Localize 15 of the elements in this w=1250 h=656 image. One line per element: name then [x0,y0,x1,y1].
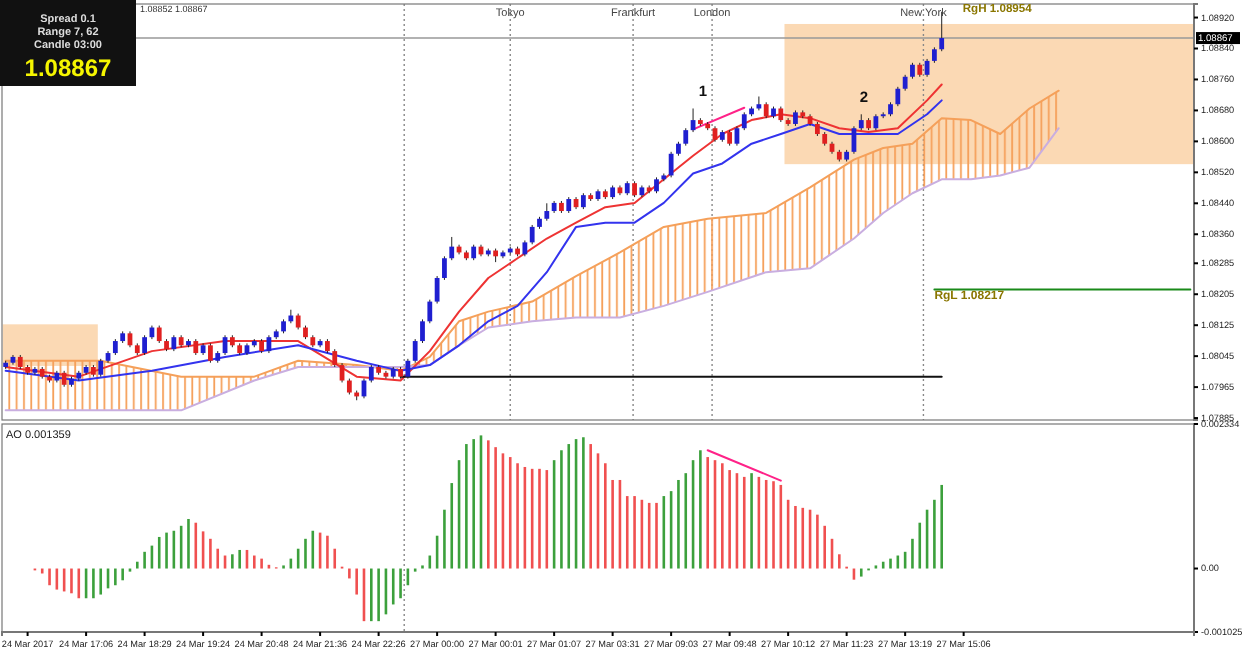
candlestick [442,255,447,281]
candlestick [434,275,440,305]
candlestick [529,224,535,245]
candlestick [208,342,213,364]
candlestick [317,338,323,348]
candlestick [427,299,433,324]
candlestick [420,318,425,344]
candlestick [449,236,455,261]
candlestick [142,334,147,356]
candlestick [405,358,411,380]
candlestick [412,338,418,364]
annotation: 1.08867 [24,54,113,82]
candlestick [895,86,901,107]
candlestick [756,95,762,111]
candlestick [668,151,674,178]
